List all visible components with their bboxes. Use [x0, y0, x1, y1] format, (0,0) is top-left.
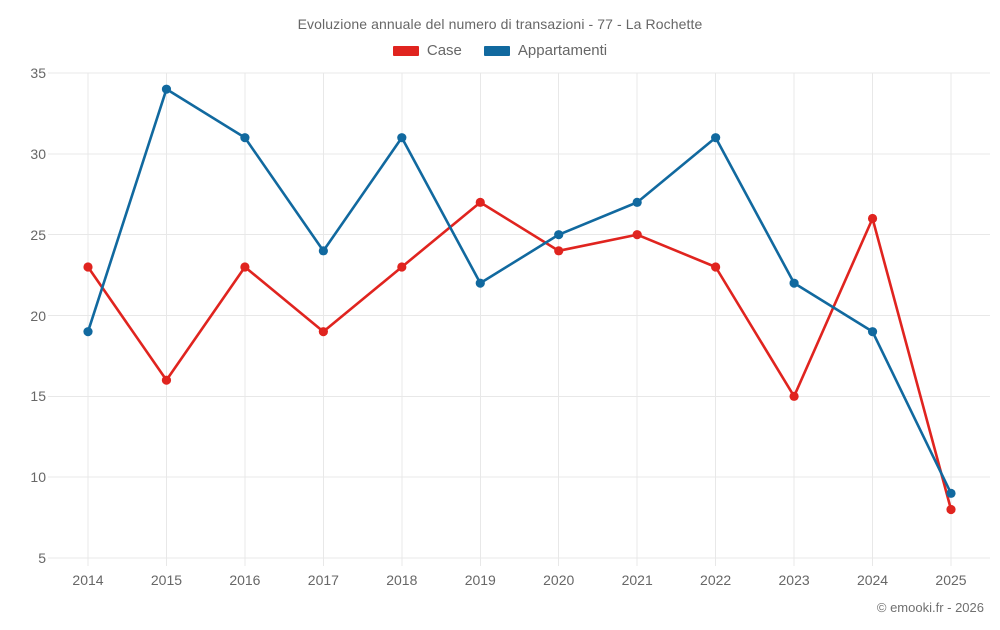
data-point[interactable] — [240, 133, 250, 143]
data-point[interactable] — [318, 327, 328, 337]
data-point[interactable] — [161, 375, 172, 385]
data-point[interactable] — [946, 504, 956, 515]
legend-swatch-case — [392, 45, 419, 56]
data-point[interactable] — [711, 262, 721, 272]
y-axis-tick-label: 5 — [38, 550, 46, 566]
x-axis-tick-label: 2019 — [464, 572, 496, 588]
x-axis-tick-label: 2023 — [778, 572, 810, 588]
legend-item-case[interactable]: Case — [392, 42, 462, 59]
x-axis-tick-label: 2016 — [229, 572, 261, 588]
data-point[interactable] — [789, 391, 799, 401]
y-axis-tick-label: 35 — [30, 65, 46, 81]
x-axis-tick-label: 2017 — [307, 572, 339, 588]
data-point[interactable] — [632, 230, 642, 240]
data-point[interactable] — [867, 327, 878, 337]
y-axis-tick-label: 20 — [30, 307, 46, 324]
data-point[interactable] — [240, 262, 250, 272]
x-axis-tick-label: 2020 — [543, 572, 575, 588]
copyright-text: © emooki.fr - 2026 — [876, 600, 984, 615]
x-axis-tick-label: 2014 — [72, 572, 104, 588]
data-point[interactable] — [475, 197, 485, 207]
data-point[interactable] — [475, 278, 485, 288]
data-point[interactable] — [867, 213, 878, 224]
y-axis-tick-label: 10 — [30, 469, 46, 486]
data-point[interactable] — [397, 262, 407, 272]
y-axis-tick-label: 25 — [30, 226, 46, 243]
x-axis-tick-label: 2021 — [621, 572, 653, 588]
x-axis-tick-label: 2022 — [700, 572, 732, 588]
data-point[interactable] — [554, 230, 564, 240]
data-point[interactable] — [554, 246, 564, 256]
data-point[interactable] — [711, 133, 721, 143]
legend-item-appartamenti[interactable]: Appartamenti — [483, 42, 608, 59]
x-axis-tick-label: 2024 — [856, 572, 889, 588]
chart-legend: Case Appartamenti — [0, 42, 1000, 59]
data-point[interactable] — [632, 197, 642, 207]
data-point[interactable] — [789, 278, 799, 288]
data-point[interactable] — [318, 246, 328, 256]
data-point[interactable] — [161, 84, 172, 94]
x-axis-tick-label: 2018 — [386, 572, 418, 588]
data-point[interactable] — [397, 133, 407, 143]
y-axis-tick-label: 15 — [30, 388, 46, 405]
x-axis-tick-label: 2025 — [935, 572, 967, 588]
data-point[interactable] — [83, 327, 93, 337]
x-axis-tick-label: 2015 — [150, 572, 183, 588]
data-point[interactable] — [946, 488, 956, 498]
series-line-case — [86, 201, 953, 511]
y-axis-tick-label: 30 — [30, 145, 46, 162]
legend-label-appartamenti: Appartamenti — [517, 42, 608, 59]
legend-swatch-appartamenti — [483, 45, 510, 56]
chart-title: Evoluzione annuale del numero di transaz… — [297, 16, 703, 32]
legend-label-case: Case — [426, 42, 462, 59]
series-line-appartamenti — [86, 87, 953, 495]
data-point[interactable] — [83, 262, 93, 272]
